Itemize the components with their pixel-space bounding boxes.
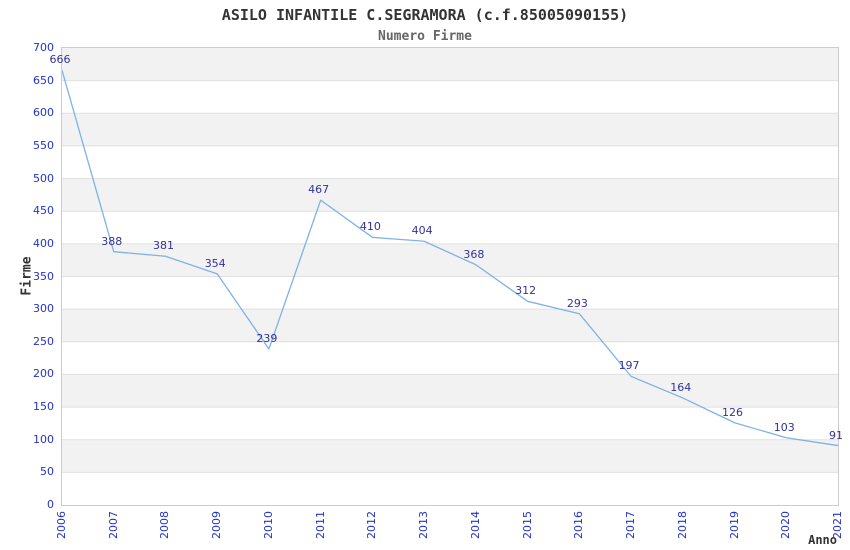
y-tick-label: 450 [33,204,54,218]
x-tick-label: 2018 [675,511,689,539]
y-tick-label: 300 [33,302,54,316]
data-point-label: 388 [101,234,123,248]
data-point-label: 410 [359,220,381,234]
y-tick-label: 0 [47,498,54,511]
data-point-label: 368 [463,247,485,261]
data-point-label: 354 [204,256,226,270]
data-point-label: 91 [829,428,843,442]
y-tick-label: 350 [33,269,54,283]
data-point-label: 239 [256,331,278,345]
x-tick-label: 2013 [417,511,431,539]
y-tick-label: 500 [33,171,54,185]
y-tick-label: 600 [33,106,54,120]
y-tick-label: 550 [33,138,54,152]
y-tick-label: 150 [33,400,54,414]
y-tick-label: 50 [40,465,54,479]
plot-area [61,47,839,506]
data-point-label: 103 [773,420,795,434]
x-tick-label: 2017 [624,511,638,539]
x-tick-label: 2016 [572,511,586,539]
y-tick-label: 650 [33,73,54,87]
data-point-label: 164 [670,380,692,394]
data-point-label: 467 [308,183,330,197]
data-point-label: 197 [618,359,640,373]
data-point-label: 293 [566,296,588,310]
x-tick-label: 2012 [365,511,379,539]
x-tick-label: 2006 [55,511,68,539]
x-tick-label: 2021 [831,511,844,539]
y-tick-label: 200 [33,367,54,381]
x-tick-label: 2007 [106,511,120,539]
chart-title: ASILO INFANTILE C.SEGRAMORA (c.f.8500509… [221,6,629,24]
data-point-label: 126 [722,405,744,419]
x-tick-label: 2009 [210,511,224,539]
x-axis-title: Anno [808,533,837,547]
x-tick-label: 2010 [261,511,275,539]
data-point-label: 666 [49,53,71,67]
y-tick-label: 100 [33,432,54,446]
x-tick-label: 2019 [727,511,741,539]
series-line [62,70,838,447]
y-tick-label: 700 [33,41,54,54]
x-tick-label: 2014 [468,511,482,539]
data-point-label: 381 [152,239,174,253]
y-tick-label: 250 [33,334,54,348]
x-tick-label: 2008 [158,511,172,539]
data-point-label: 312 [515,284,537,298]
y-tick-label: 400 [33,236,54,250]
x-tick-label: 2015 [520,511,534,539]
line-chart-svg [62,70,838,473]
data-point-label: 404 [411,224,433,238]
x-tick-label: 2020 [779,511,793,539]
chart-subtitle: Numero Firme [378,29,472,44]
x-tick-label: 2011 [313,511,327,539]
